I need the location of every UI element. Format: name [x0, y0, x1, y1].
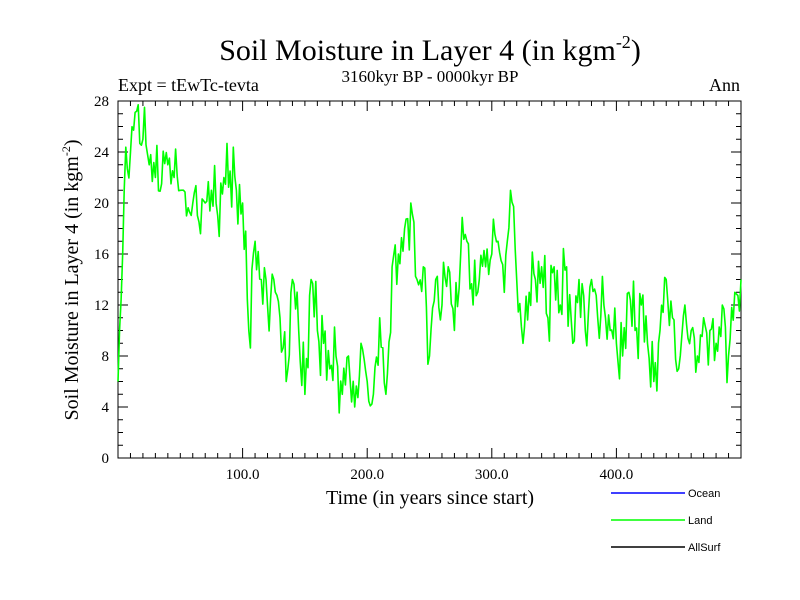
x-tick-label: 300.0 — [475, 467, 509, 483]
y-tick-label: 24 — [94, 145, 110, 161]
y-tick-label: 12 — [94, 298, 109, 314]
x-tick-label: 400.0 — [600, 467, 634, 483]
legend-label-ocean: Ocean — [688, 488, 720, 500]
legend-label-land: Land — [688, 515, 712, 527]
season-label: Ann — [709, 75, 740, 95]
series-line-land — [117, 104, 742, 414]
y-tick-label: 20 — [94, 196, 109, 212]
x-axis-label: Time (in years since start) — [326, 487, 534, 509]
y-axis-label: Soil Moisture in Layer 4 (in kgm-2) — [59, 139, 83, 420]
experiment-label: Expt = tEwTc-tevta — [118, 75, 259, 95]
y-tick-label: 4 — [102, 400, 110, 416]
y-tick-label: 16 — [94, 247, 110, 263]
series-layer — [117, 104, 742, 414]
legend-label-allsurf: AllSurf — [688, 542, 721, 554]
chart-subtitle: 3160kyr BP - 0000kyr BP — [342, 67, 519, 86]
x-axis: 100.0 200.0 300.0 400.0 — [129, 101, 730, 483]
plot-frame — [117, 100, 742, 459]
x-tick-label: 100.0 — [226, 467, 260, 483]
y-tick-label: 28 — [94, 94, 109, 110]
legend: Ocean Land AllSurf — [611, 488, 721, 554]
chart-title: Soil Moisture in Layer 4 (in kgm-2) — [219, 32, 641, 67]
y-tick-label: 0 — [102, 451, 110, 467]
x-tick-label: 200.0 — [350, 467, 384, 483]
y-tick-label: 8 — [102, 349, 110, 365]
